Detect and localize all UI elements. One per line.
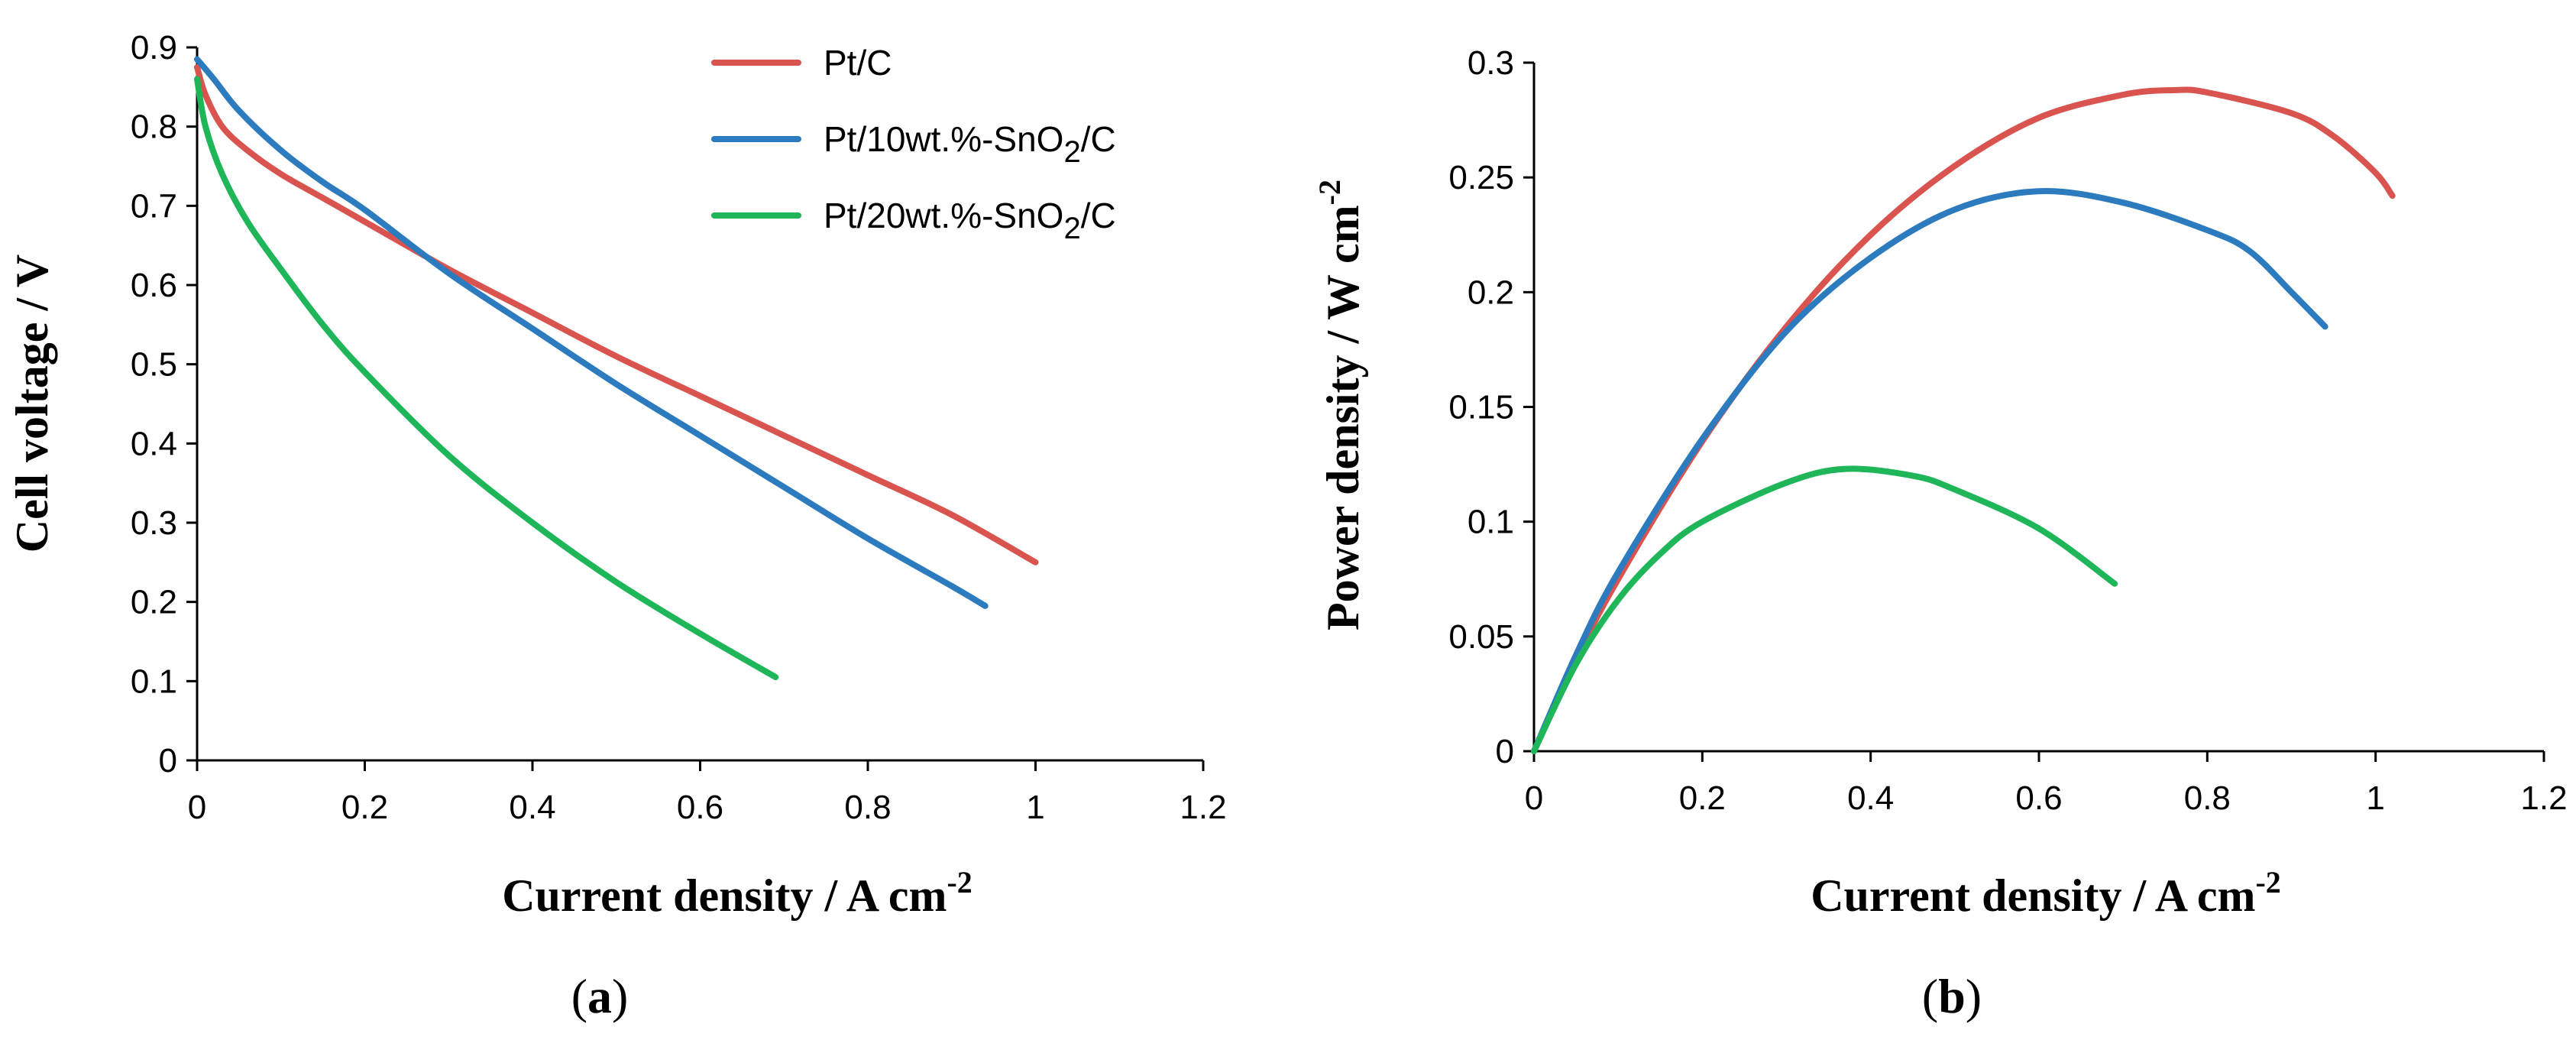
panel-label-a: (a) [571, 969, 629, 1023]
y-tick-label: 0 [1496, 733, 1514, 770]
x-tick-label: 1 [1026, 789, 1044, 826]
y-axis-label-text: Power density / W cm [1318, 205, 1368, 630]
panel-label-close-paren: ) [1966, 969, 1982, 1023]
x-axis-label-text: Current density / A cm [502, 870, 947, 921]
legend-label: Pt/C [824, 43, 892, 83]
y-tick-label: 0.25 [1448, 159, 1514, 196]
x-tick-label: 0.8 [844, 789, 891, 826]
x-tick-label: 0.4 [509, 789, 555, 826]
y-tick-label: 0.2 [131, 584, 177, 621]
y-tick-label: 0.5 [131, 346, 177, 384]
y-axis-label-exponent: -2 [1312, 180, 1347, 205]
y-tick-label: 0.3 [1468, 44, 1514, 82]
x-tick-label: 0 [188, 789, 206, 826]
x-axis-label-exponent: -2 [2255, 865, 2280, 899]
x-axis-label-exponent: -2 [947, 865, 972, 899]
legend-label-text: Pt/10wt.%-SnO [824, 119, 1063, 159]
series-line-pt-20wt-sno2-c [194, 76, 779, 681]
y-tick-label: 0.9 [131, 29, 177, 66]
y-tick-label: 0.4 [131, 425, 177, 462]
y-tick-label: 0 [159, 742, 177, 779]
y-axis-label-text: Cell voltage / V [7, 254, 57, 553]
panel-b: 0 0.2 0.4 0.6 0.8 1 1.2 0 0.05 0.1 0.15 0.2 0.25 0.3 C… [1312, 44, 2568, 1023]
legend-label-text: Pt/C [824, 43, 892, 83]
x-axis-label-text: Current density / A cm [1811, 870, 2255, 921]
x-tick-label: 0 [1525, 779, 1543, 817]
panel-a: 0 0.2 0.4 0.6 0.8 1 1.2 0 0.1 0.2 0.3 0.4 0.5 0.6 0.7 0… [7, 29, 1227, 1023]
legend-label: Pt/10wt.%-SnO2/C [824, 119, 1116, 169]
y-axis-label: Cell voltage / V [7, 254, 57, 553]
y-tick-label: 0.7 [131, 187, 177, 225]
x-tick-label: 0.4 [1847, 779, 1894, 817]
series-line-pt-c [1531, 86, 2396, 754]
y-tick-label: 0.8 [131, 109, 177, 146]
x-tick-label: 0.2 [1679, 779, 1726, 817]
legend-label-tail: /C [1081, 119, 1116, 159]
x-tick-label: 0.6 [2015, 779, 2062, 817]
x-tick-label: 1.2 [2520, 779, 2567, 817]
panel-label-close-paren: ) [612, 969, 628, 1023]
x-axis-label: Current density / A cm-2 [1811, 865, 2281, 921]
y-tick-label: 0.15 [1448, 389, 1514, 426]
x-tick-label: 0.8 [2184, 779, 2231, 817]
legend: Pt/CPt/10wt.%-SnO2/CPt/20wt.%-SnO2/C [711, 43, 1116, 245]
legend-label-subscript: 2 [1063, 135, 1080, 169]
x-tick-label: 1 [2366, 779, 2384, 817]
series-line-pt-10wt-sno2-c [194, 56, 989, 609]
panel-label-open-paren: ( [571, 969, 587, 1023]
y-tick-label: 0.1 [131, 663, 177, 700]
y-tick-label: 0.05 [1448, 618, 1514, 656]
legend-label-tail: /C [1081, 196, 1116, 235]
legend-label-text: Pt/20wt.%-SnO [824, 196, 1063, 235]
y-tick-label: 0.3 [131, 504, 177, 542]
y-axis-label: Power density / W cm-2 [1312, 180, 1368, 630]
y-tick-label: 0.1 [1468, 504, 1514, 541]
y-tick-label: 0.2 [1468, 274, 1514, 311]
legend-label-subscript: 2 [1063, 212, 1080, 245]
x-tick-label: 1.2 [1180, 789, 1226, 826]
legend-label: Pt/20wt.%-SnO2/C [824, 196, 1116, 245]
x-axis-label: Current density / A cm-2 [502, 865, 972, 921]
panel-label-b: (b) [1922, 969, 1982, 1023]
panel-label-letter: a [587, 969, 612, 1023]
y-tick-label: 0.6 [131, 267, 177, 304]
series-line-pt-c [194, 63, 1039, 566]
x-tick-label: 0.2 [341, 789, 388, 826]
series-line-pt-10wt-sno2-c [1531, 188, 2328, 754]
series-line-pt-20wt-sno2-c [1531, 465, 2118, 754]
panel-label-open-paren: ( [1922, 969, 1938, 1023]
panel-label-letter: b [1938, 969, 1966, 1023]
x-tick-label: 0.6 [677, 789, 723, 826]
